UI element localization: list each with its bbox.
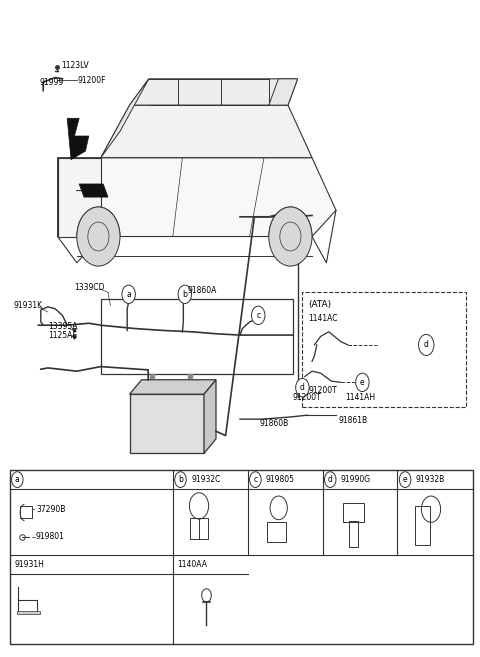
Text: 919801: 919801 <box>36 532 65 541</box>
Bar <box>267 522 286 542</box>
Bar <box>191 518 208 539</box>
Polygon shape <box>58 158 101 237</box>
Text: 91200T: 91200T <box>308 386 337 396</box>
Polygon shape <box>130 380 216 394</box>
Text: 13395A: 13395A <box>48 322 77 331</box>
Text: b: b <box>182 290 187 299</box>
Circle shape <box>399 472 411 487</box>
Text: a: a <box>126 290 131 299</box>
Text: 91931H: 91931H <box>14 560 44 569</box>
Text: 91990G: 91990G <box>341 475 371 484</box>
Text: 91860A: 91860A <box>187 286 216 295</box>
Circle shape <box>12 472 23 487</box>
Text: 91200F: 91200F <box>78 76 106 85</box>
Text: 1141AC: 1141AC <box>308 314 337 323</box>
Polygon shape <box>130 79 298 105</box>
Circle shape <box>122 285 135 304</box>
Circle shape <box>356 373 369 392</box>
Text: c: c <box>256 311 260 320</box>
Polygon shape <box>269 79 298 105</box>
Text: d: d <box>300 383 305 392</box>
Bar <box>415 506 430 545</box>
Text: 1141AH: 1141AH <box>346 393 376 402</box>
Polygon shape <box>67 118 89 160</box>
Text: 91861B: 91861B <box>338 416 368 425</box>
Text: 37290B: 37290B <box>36 505 65 514</box>
Text: 91200T: 91200T <box>293 393 322 402</box>
Text: 1123LV: 1123LV <box>61 61 89 70</box>
Text: b: b <box>178 475 183 484</box>
Text: d: d <box>424 340 429 350</box>
Circle shape <box>178 285 192 304</box>
Text: 919805: 919805 <box>266 475 295 484</box>
Text: 91932C: 91932C <box>191 475 220 484</box>
Polygon shape <box>101 105 312 158</box>
Circle shape <box>77 207 120 266</box>
Text: 91931K: 91931K <box>13 301 43 310</box>
Polygon shape <box>79 184 108 197</box>
Text: e: e <box>360 378 365 387</box>
Bar <box>10 470 473 644</box>
Polygon shape <box>204 380 216 453</box>
Bar <box>101 299 293 374</box>
Bar <box>349 521 359 547</box>
Bar <box>302 292 466 407</box>
Text: d: d <box>328 475 333 484</box>
Polygon shape <box>130 394 204 453</box>
Polygon shape <box>58 158 336 237</box>
Text: 1140AA: 1140AA <box>178 560 208 569</box>
Circle shape <box>324 472 336 487</box>
Text: 91932B: 91932B <box>416 475 445 484</box>
Circle shape <box>419 334 434 355</box>
Circle shape <box>252 306 265 325</box>
Text: e: e <box>403 475 408 484</box>
Circle shape <box>250 472 261 487</box>
Polygon shape <box>101 79 149 158</box>
Text: c: c <box>253 475 257 484</box>
Bar <box>17 610 40 614</box>
Text: 1125AE: 1125AE <box>48 330 77 340</box>
Text: 91860B: 91860B <box>259 419 288 428</box>
Text: a: a <box>15 475 20 484</box>
Circle shape <box>175 472 186 487</box>
Circle shape <box>269 207 312 266</box>
Text: 91999: 91999 <box>40 78 64 87</box>
Circle shape <box>296 378 309 397</box>
Text: (ATA): (ATA) <box>308 300 331 309</box>
Bar <box>343 503 364 522</box>
Text: 1339CD: 1339CD <box>74 283 105 292</box>
